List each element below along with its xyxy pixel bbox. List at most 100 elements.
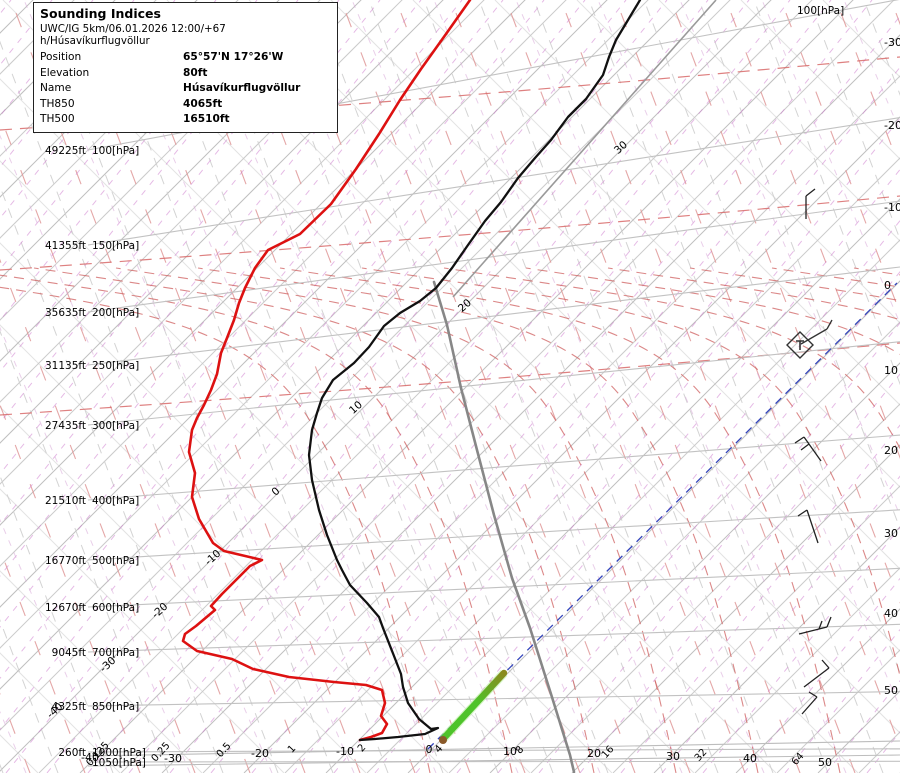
mixing-ratio-line [0, 0, 422, 526]
isotherm-line [0, 0, 444, 444]
mixing-ratio-line-2 [0, 134, 273, 773]
bottom-temperature-tick: 0 [426, 743, 433, 756]
isotherm-line [0, 0, 485, 485]
wind-barb [818, 620, 823, 630]
pressure-label: 200[hPa] [92, 307, 139, 319]
right-temperature-tick: 50 [884, 684, 898, 697]
moist-adiabat-curve [607, 267, 900, 321]
pressure-label: 250[hPa] [92, 360, 139, 372]
right-temperature-tick: 10 [884, 364, 898, 377]
mixing-ratio-line [169, 0, 791, 773]
mixing-ratio-line-2 [187, 0, 519, 773]
infobox-rows: Position 65°57'N 17°26'W Elevation 80ft Name… [40, 50, 331, 128]
dry-adiabat-line [175, 0, 471, 773]
right-temperature-tick: 20 [884, 444, 898, 457]
altitude-label: 4325ft [52, 701, 86, 713]
diagonal-grid-line [412, 0, 900, 488]
dry-adiabat-dashed-line [423, 0, 719, 773]
isobar-line [87, 567, 900, 608]
mixing-ratio-line [579, 373, 900, 773]
bottom-temperature-tick: -20 [251, 747, 269, 760]
dry-adiabat-line [670, 0, 900, 604]
altitude-label: 27435ft [45, 420, 86, 432]
inplot-isoline-label: 0 [269, 485, 282, 498]
bottom-temperature-tick: 40 [743, 752, 757, 765]
pressure-label: 500[hPa] [92, 555, 139, 567]
bottom-temperature-tick: 20 [587, 747, 601, 760]
wind-barb [803, 667, 830, 688]
mixing-ratio-line [292, 15, 900, 773]
altitude-label: 21510ft [45, 495, 86, 507]
parcel-start-dot [439, 736, 447, 744]
pressure-label: 150[hPa] [92, 240, 139, 252]
dry-adiabat-line [10, 0, 306, 773]
altitude-label: 16770ft [45, 555, 86, 567]
isobar-line [87, 690, 900, 707]
bottom-temperature-tick: -10 [336, 745, 354, 758]
dry-adiabat-line [340, 0, 636, 773]
mixing-ratio-tick: 64 [790, 751, 807, 768]
right-pressure-label: 100[hPa] [797, 5, 844, 17]
isobar-line [87, 760, 900, 763]
mixing-ratio-line-2 [269, 0, 601, 773]
diagonal-grid-line [248, 0, 900, 652]
isotherm-line [0, 0, 731, 731]
mixing-ratio-line [0, 0, 504, 628]
infobox-row-value: 65°57'N 17°26'W [183, 51, 284, 63]
dry-adiabat-dashed-line [643, 0, 900, 675]
isotherm-line [817, 690, 900, 773]
mixing-ratio-line [128, 0, 750, 773]
infobox-row-label: TH500 [40, 113, 75, 125]
isobar-line [87, 200, 900, 313]
altitude-label: 31135ft [45, 360, 86, 372]
dry-adiabat-dashed-line [313, 0, 609, 773]
altitude-label: 41355ft [45, 240, 86, 252]
mixing-ratio-line [333, 66, 900, 773]
dry-adiabat-line [560, 0, 856, 773]
pressure-label: 850[hPa] [92, 701, 139, 713]
tropopause-diamond-marker [786, 331, 814, 359]
infobox-row-label: Elevation [40, 66, 90, 79]
tropopause-barb-tick [826, 319, 833, 330]
isotherm-line [79, 0, 854, 773]
mixing-ratio-line [87, 0, 709, 773]
dry-adiabat-dashed-line [808, 0, 900, 241]
isobar-line [87, 341, 900, 426]
bottom-temperature-tick: 30 [666, 750, 680, 763]
pressure-label: 100[hPa] [92, 145, 139, 157]
isotherm-line [735, 608, 900, 773]
wind-barb [805, 188, 816, 197]
infobox-row-label: Position [40, 51, 82, 63]
moist-adiabat-curve [279, 267, 841, 773]
wind-barb [801, 696, 818, 715]
isotherm-line [366, 239, 900, 773]
infobox-title: Sounding Indices [40, 6, 161, 21]
diagonal-grid-line [0, 242, 531, 773]
isobar-line [87, 748, 900, 753]
pressure-label: 300[hPa] [92, 420, 139, 432]
mixing-ratio-tick: 4 [433, 743, 445, 755]
bottom-temperature-tick: 50 [818, 756, 832, 769]
mixing-ratio-line [456, 219, 900, 773]
isobar-line [87, 434, 900, 501]
temperature-curve [307, 0, 642, 742]
mixing-ratio-line [538, 322, 900, 773]
wind-barb [826, 616, 832, 628]
bottom-axis-line-2 [87, 754, 900, 767]
infobox-source-line: UWC/IG 5km/06.01.2026 12:00/+67 h/Húsaví… [40, 23, 226, 47]
dry-adiabat-line [505, 0, 801, 773]
moist-adiabat-curve [33, 267, 595, 773]
wind-barb [798, 626, 828, 635]
diagonal-grid-line [0, 406, 367, 773]
infobox-row: Name Húsavíkurflugvöllur [40, 81, 331, 97]
mixing-ratio-line [0, 0, 12, 15]
isotherm-line [448, 321, 900, 773]
mixing-ratio-line-2 [761, 0, 900, 325]
isobar-line [87, 117, 900, 246]
right-temperature-tick: -30 [884, 36, 900, 49]
moist-adiabat-curve [689, 267, 900, 302]
isotherm-line [0, 0, 567, 567]
mixing-ratio-line [0, 0, 463, 577]
mixing-ratio-line [784, 628, 900, 773]
